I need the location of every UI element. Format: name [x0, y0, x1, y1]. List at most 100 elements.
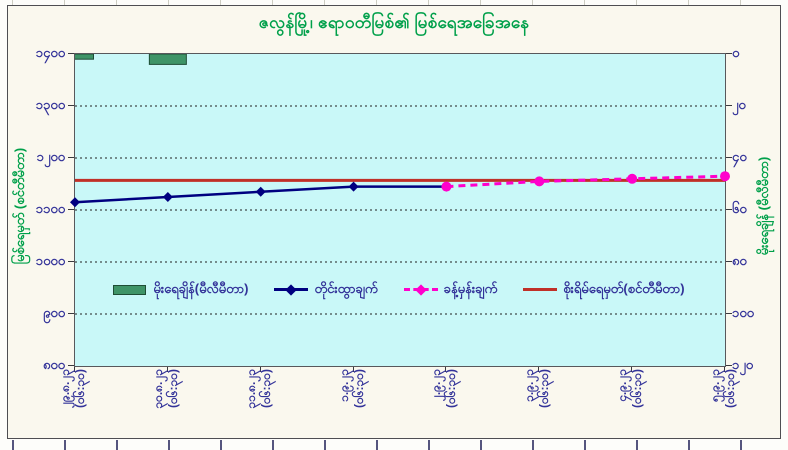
y-tick-label-right: ၄၀ — [732, 149, 747, 164]
x-axis-tick — [631, 367, 633, 372]
worksheet-gridline-top — [272, 0, 273, 5]
y-axis-tick-left — [68, 261, 74, 262]
forecast-line — [446, 174, 726, 189]
x-axis-tick — [538, 367, 540, 372]
y-tick-label-left: ၁၀၀၀ — [35, 253, 65, 268]
x-axis-tick — [74, 367, 75, 372]
worksheet-gridline-top — [532, 0, 533, 5]
worksheet-gridline-bottom — [688, 440, 690, 450]
x-axis-tick — [724, 367, 725, 372]
x-axis-tick — [166, 367, 168, 372]
observed-marker — [70, 197, 80, 208]
y-tick-label-left: ၁၃၀၀ — [35, 97, 65, 112]
y-axis-tick-left — [68, 157, 74, 158]
worksheet-gridline-bottom — [532, 440, 534, 450]
observed-marker — [255, 186, 266, 197]
legend-item-observed: တိုင်းထွာချက် — [274, 280, 378, 300]
y-tick-label-left: ၁၂၀၀ — [36, 149, 65, 164]
rainfall-bar-swatch — [113, 284, 147, 296]
y-axis-tick-right — [726, 365, 732, 366]
y-tick-label-right: ၁၂၀ — [732, 357, 754, 372]
plot-canvas — [70, 54, 730, 315]
y-tick-label-left: ၉၀၀ — [43, 305, 65, 320]
worksheet-gridline-bottom — [376, 440, 378, 450]
x-tick-label: ၃.၉.၂၃ (၀၆:၃၀) — [522, 369, 552, 408]
worksheet-gridline-bottom — [584, 440, 586, 450]
legend-label-danger: စိုးရိမ်ရေမှတ်(စင်တီမီတာ) — [563, 280, 685, 296]
worksheet-gridline-top — [584, 0, 585, 5]
x-tick-label: ၃၀.၈.၂၃ (၀၆:၃၀) — [150, 369, 180, 409]
legend-item-danger: စိုးရိမ်ရေမှတ်(စင်တီမီတာ) — [523, 280, 685, 300]
forecast-marker — [720, 171, 730, 182]
y-axis-tick-left — [68, 365, 74, 366]
x-tick-label: ၃၁.၈.၂၃ (၀၆:၃၀) — [243, 369, 273, 409]
rainfall-bar — [75, 54, 94, 60]
x-tick-label: ၂.၉.၂၃ (၀၆:၃၀) — [429, 369, 459, 408]
worksheet-gridline-top — [480, 0, 481, 5]
forecast-marker — [534, 176, 545, 187]
x-axis-tick — [352, 367, 354, 372]
worksheet-gridline-bottom — [168, 440, 170, 450]
worksheet-gridline-top — [116, 0, 117, 5]
worksheet-gridline-bottom — [272, 440, 274, 450]
y-axis-tick-left — [68, 53, 74, 54]
x-tick-label: ၄.၉.၂၃ (၀၆:၃၀) — [615, 369, 645, 408]
observed-line-swatch — [274, 284, 309, 296]
y-axis-tick-right — [726, 105, 732, 106]
x-tick-label: ၅.၉.၂၃ (၀၆:၃၀) — [708, 369, 737, 408]
forecast-marker — [441, 181, 452, 192]
legend-label-rainfall: မိုးရေချိန်(မီလီမီတာ) — [153, 280, 249, 296]
worksheet-gridline-top — [12, 0, 13, 5]
worksheet-gridline-top — [740, 0, 741, 5]
legend-item-rainfall: မိုးရေချိန်(မီလီမီတာ) — [113, 281, 248, 300]
y-axis-tick-left — [68, 209, 74, 210]
y-tick-label-left: ၈၀၀ — [42, 357, 65, 372]
worksheet-gridline-top — [324, 0, 325, 5]
forecast-line-swatch — [403, 284, 438, 296]
worksheet-gridline-bottom — [636, 440, 638, 450]
observed-marker — [348, 181, 359, 192]
worksheet-gridline-bottom — [428, 440, 430, 450]
chart-frame: ဇလွန်မြို့၊ ဧရာဝတီမြစ်၏ မြစ်ရေအခြေအနေ မြ… — [7, 5, 781, 439]
danger-line-swatch — [523, 284, 558, 296]
x-tick-label: ၂၉.၈.၂၃ (၀၆:၃၀) — [58, 369, 87, 408]
chart-title: ဇလွန်မြို့၊ ဧရာဝတီမြစ်၏ မြစ်ရေအခြေအနေ — [258, 13, 530, 32]
y-axis-tick-left — [68, 105, 74, 106]
worksheet-gridline-bottom — [116, 440, 118, 450]
worksheet-gridline-bottom — [12, 440, 14, 450]
observed-marker — [162, 192, 173, 202]
y-axis-tick-left — [68, 313, 74, 314]
y-tick-label-right: ၈၀ — [732, 253, 747, 268]
rainfall-bar — [148, 54, 187, 65]
y-axis-tick-right — [726, 209, 732, 210]
legend: မိုးရေချိန်(မီလီမီတာ) တိုင်းထွာချက် ခန့်… — [74, 272, 724, 308]
x-axis-tick — [445, 367, 447, 372]
worksheet-gridline-bottom — [220, 440, 222, 450]
y-axis-tick-right — [726, 313, 732, 314]
y-tick-label-right: ၁၀၀ — [732, 305, 754, 320]
worksheet-gridline-top — [220, 0, 221, 5]
worksheet-gridline-top — [428, 0, 429, 5]
legend-label-observed: တိုင်းထွာချက် — [314, 280, 378, 296]
worksheet-gridline-bottom — [480, 440, 482, 450]
x-axis-tick — [259, 367, 261, 372]
plot-area — [70, 53, 730, 367]
y-axis-tick-right — [726, 53, 732, 54]
y-tick-label-right: ၀ — [732, 45, 740, 60]
y-tick-label-left: ၁၁၀၀ — [35, 201, 65, 216]
worksheet-gridline-top — [688, 0, 689, 5]
x-tick-label: ၁.၉.၂၃ (၀၆:၃၀) — [336, 369, 366, 408]
worksheet-gridline-top — [64, 0, 65, 5]
worksheet-gridline-top — [376, 0, 377, 5]
worksheet-gridline-top — [168, 0, 169, 5]
worksheet-gridline-bottom — [324, 440, 326, 450]
legend-label-forecast: ခန့်မှန်းချက် — [443, 280, 498, 296]
forecast-marker — [627, 173, 638, 184]
worksheet-gridline-top — [636, 0, 637, 5]
worksheet-gridline-bottom — [740, 440, 742, 450]
y-tick-label-right: ၂၀ — [732, 97, 746, 112]
worksheet-gridline-bottom — [64, 440, 66, 450]
y-tick-label-left: ၁၄၀၀ — [35, 45, 65, 60]
y-axis-tick-right — [726, 157, 732, 158]
legend-item-forecast: ခန့်မှန်းချက် — [403, 280, 498, 300]
